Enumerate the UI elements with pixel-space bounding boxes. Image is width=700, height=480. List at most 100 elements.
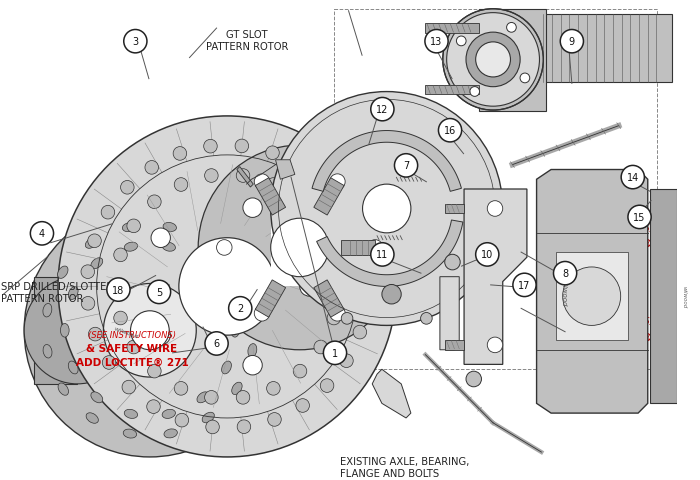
Ellipse shape <box>162 409 176 419</box>
Circle shape <box>330 306 345 322</box>
Circle shape <box>339 204 352 218</box>
Circle shape <box>216 240 232 256</box>
Circle shape <box>173 147 187 161</box>
Circle shape <box>204 140 217 154</box>
Circle shape <box>476 43 510 78</box>
Ellipse shape <box>43 304 52 317</box>
Circle shape <box>107 278 130 301</box>
Circle shape <box>237 420 251 433</box>
Ellipse shape <box>222 361 232 374</box>
Circle shape <box>466 372 482 387</box>
Polygon shape <box>440 277 459 350</box>
Circle shape <box>271 219 329 277</box>
Polygon shape <box>479 10 546 112</box>
Circle shape <box>560 30 584 54</box>
Circle shape <box>81 297 94 311</box>
Ellipse shape <box>91 258 103 269</box>
Text: 4: 4 <box>39 229 45 239</box>
Circle shape <box>235 140 248 154</box>
Text: 18: 18 <box>112 285 125 295</box>
Circle shape <box>363 185 411 233</box>
Circle shape <box>513 274 536 297</box>
Circle shape <box>58 117 396 457</box>
Text: 7: 7 <box>403 161 410 171</box>
Circle shape <box>151 326 170 345</box>
Circle shape <box>30 222 54 245</box>
Text: 14: 14 <box>626 173 639 183</box>
Circle shape <box>237 169 250 183</box>
Circle shape <box>120 181 134 195</box>
Polygon shape <box>314 280 344 317</box>
Ellipse shape <box>248 303 257 316</box>
Circle shape <box>151 228 170 248</box>
Circle shape <box>267 382 280 396</box>
Circle shape <box>25 204 276 457</box>
Polygon shape <box>256 280 286 317</box>
Circle shape <box>206 420 219 434</box>
Ellipse shape <box>122 223 136 232</box>
Circle shape <box>179 238 276 336</box>
Polygon shape <box>464 190 527 365</box>
Circle shape <box>243 199 262 218</box>
Circle shape <box>147 400 160 414</box>
Ellipse shape <box>163 223 176 232</box>
Text: 2: 2 <box>237 304 244 313</box>
Ellipse shape <box>43 345 52 358</box>
Circle shape <box>174 382 188 396</box>
Circle shape <box>148 364 161 378</box>
Circle shape <box>314 340 328 354</box>
Circle shape <box>444 255 460 270</box>
Text: 12: 12 <box>376 105 389 115</box>
Ellipse shape <box>69 361 78 374</box>
Ellipse shape <box>164 429 177 438</box>
Circle shape <box>323 341 346 365</box>
Text: 15: 15 <box>634 213 645 222</box>
Circle shape <box>520 74 530 84</box>
Circle shape <box>148 195 161 209</box>
Text: 9: 9 <box>569 37 575 47</box>
Circle shape <box>340 354 354 368</box>
Polygon shape <box>237 167 253 188</box>
Circle shape <box>352 232 366 246</box>
Ellipse shape <box>230 324 239 337</box>
Circle shape <box>438 120 461 143</box>
Ellipse shape <box>69 287 78 300</box>
Circle shape <box>109 280 122 294</box>
Circle shape <box>447 13 540 107</box>
Circle shape <box>327 249 341 262</box>
Circle shape <box>425 30 448 54</box>
Circle shape <box>198 146 401 350</box>
Circle shape <box>321 379 334 393</box>
Circle shape <box>88 327 102 341</box>
Text: 6: 6 <box>214 339 220 349</box>
Circle shape <box>628 206 651 229</box>
Circle shape <box>332 280 345 294</box>
Ellipse shape <box>162 243 176 252</box>
Circle shape <box>204 169 218 183</box>
Circle shape <box>466 33 520 87</box>
Circle shape <box>148 281 171 304</box>
Circle shape <box>175 413 189 427</box>
Circle shape <box>267 413 281 426</box>
Circle shape <box>254 306 270 322</box>
Circle shape <box>204 391 218 404</box>
Circle shape <box>102 206 115 219</box>
Polygon shape <box>34 277 77 384</box>
Circle shape <box>487 337 503 353</box>
Circle shape <box>271 92 503 326</box>
Circle shape <box>421 313 432 324</box>
Circle shape <box>360 263 373 277</box>
Circle shape <box>360 295 373 308</box>
Text: wilwood: wilwood <box>561 277 567 306</box>
Circle shape <box>382 285 401 304</box>
Ellipse shape <box>231 266 241 278</box>
Polygon shape <box>256 179 286 216</box>
Circle shape <box>266 146 279 160</box>
Circle shape <box>124 30 147 54</box>
Ellipse shape <box>232 383 242 395</box>
Circle shape <box>122 381 136 394</box>
Circle shape <box>554 262 577 285</box>
Circle shape <box>81 265 94 279</box>
Polygon shape <box>444 204 464 214</box>
Circle shape <box>368 240 383 256</box>
